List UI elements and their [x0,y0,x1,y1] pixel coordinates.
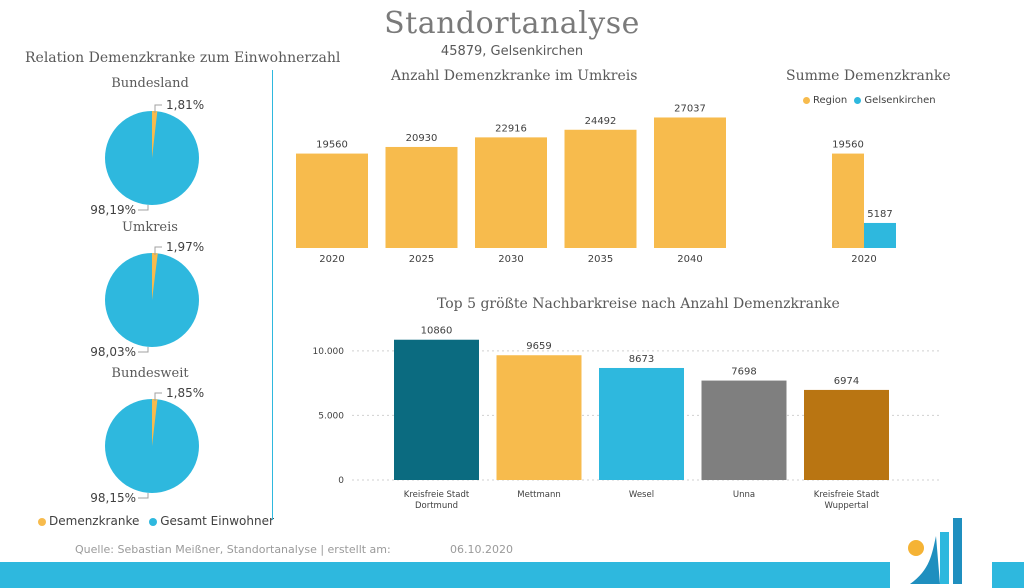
x-tick-label: Mettmann [517,490,561,500]
x-tick-label: 2025 [409,254,434,265]
bar-value-label: 20930 [406,133,438,144]
footer-bar-left [0,562,890,588]
page-title: Standortanalyse [384,6,640,41]
bar-value-label: 24492 [585,116,617,127]
legend-label-gelsenkirchen: Gelsenkirchen [864,95,936,106]
pie-slice-demenz [152,399,158,446]
pie-leader-small [154,392,162,401]
bar-value-label: 27037 [674,103,706,114]
bar-top5 [394,339,479,480]
x-tick-label: 2020 [319,254,344,265]
legend-label-region: Region [813,95,848,106]
bar-summe-gelsenkirchen [864,222,896,248]
bar-top5 [599,367,684,480]
bar-umkreis [564,129,637,248]
legend-dot-demenz [38,517,46,526]
pie-legend: Demenzkranke Gesamt Einwohner [38,514,274,528]
pie-label-large: 98,19% [90,203,136,217]
pie-chart-bundesweit: 1,85% 98,15% [90,386,204,505]
x-tick-label: Unna [733,490,755,500]
pie-label-small: 1,81% [166,98,204,112]
bar-umkreis [654,117,726,248]
bar-umkreis [385,146,458,248]
company-logo [908,518,962,584]
bar-top5 [804,389,889,480]
x-tick-label: 2020 [851,254,876,265]
legend-label-demenz: Demenzkranke [49,514,140,528]
umkreis-chart-title: Anzahl Demenzkranke im Umkreis [391,68,638,84]
x-tick-label: Wuppertal [825,501,869,511]
legend-dot-einwohner [149,517,158,526]
y-tick-label: 10.000 [313,347,345,357]
legend-dot-region [803,96,810,104]
footer-source: Quelle: Sebastian Meißner, Standortanaly… [75,543,391,556]
bar-value-label: 5187 [867,209,892,220]
bar-top5 [496,355,582,480]
bar-umkreis [296,153,368,248]
pie-title-bundesweit: Bundesweit [111,366,189,381]
pie-label-small: 1,85% [166,386,204,400]
x-tick-label: 2035 [588,254,613,265]
bar-value-label: 19560 [316,140,348,151]
y-tick-label: 0 [338,476,344,486]
x-tick-label: Wesel [629,490,654,500]
pie-label-small: 1,97% [166,240,204,254]
x-tick-label: Kreisfreie Stadt [814,490,880,500]
pie-label-large: 98,15% [90,491,136,505]
bar-value-label: 19560 [832,140,864,151]
bar-value-label: 6974 [834,376,859,387]
legend-label-einwohner: Gesamt Einwohner [160,514,274,528]
pie-leader-large [138,493,149,499]
pie-slice-demenz [152,253,158,300]
pie-slice-demenz [152,110,158,158]
bar-top5 [701,380,787,480]
bar-value-label: 8673 [629,354,654,365]
x-tick-label: 2040 [677,254,702,265]
pie-leader-large [138,205,149,211]
bar-value-label: 7698 [731,367,756,378]
footer-date: 06.10.2020 [450,543,513,556]
pie-leader-small [154,104,162,113]
pie-title-umkreis: Umkreis [122,220,178,235]
pie-section-title: Relation Demenzkranke zum Einwohnerzahl [25,50,341,66]
x-tick-label: Dortmund [415,501,458,511]
bar-chart-umkreis: 19560 2020 20930 2025 22916 2030 24492 2035 2703… [296,103,726,265]
pie-title-bundesland: Bundesland [111,76,189,91]
vertical-divider [272,70,273,520]
summe-legend: Region Gelsenkirchen [803,95,936,106]
bar-summe-region [832,153,864,248]
bar-umkreis [475,137,547,248]
x-tick-label: 2030 [498,254,523,265]
summe-chart-title: Summe Demenzkranke [786,68,951,84]
footer-bar-right [992,562,1024,588]
bar-value-label: 22916 [495,123,527,134]
bar-value-label: 10860 [421,326,453,337]
x-tick-label: Kreisfreie Stadt [404,490,470,500]
page-subtitle: 45879, Gelsenkirchen [440,44,584,59]
bar-value-label: 9659 [526,341,551,352]
bar-chart-summe: 19560 5187 2020 [832,140,896,265]
y-tick-label: 5.000 [318,411,344,421]
top5-chart-title: Top 5 größte Nachbarkreise nach Anzahl D… [437,296,840,312]
pie-chart-umkreis: 1,97% 98,03% [90,240,204,359]
legend-dot-gelsenkirchen [854,96,862,104]
pie-chart-bundesland: 1,81% 98,19% [90,98,204,217]
pie-leader-small [154,246,162,255]
pie-leader-large [138,347,149,353]
pie-label-large: 98,03% [90,345,136,359]
